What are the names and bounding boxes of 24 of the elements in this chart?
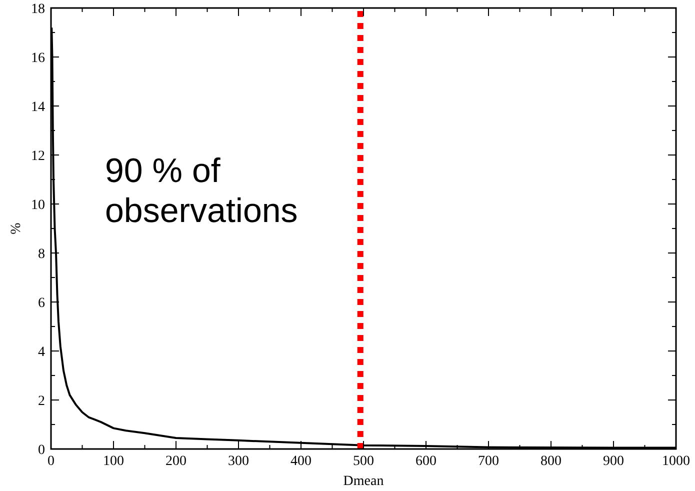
x-tick-label: 0	[48, 454, 54, 469]
x-tick-label: 100	[103, 454, 124, 469]
y-tick-label: 18	[31, 2, 45, 17]
y-tick-label: 10	[31, 198, 45, 213]
y-tick-label: 8	[38, 247, 45, 262]
x-tick-label: 900	[603, 454, 624, 469]
y-tick-label: 0	[38, 443, 45, 458]
x-tick-label: 700	[478, 454, 499, 469]
x-tick-label: 300	[228, 454, 249, 469]
x-axis-title: Dmean	[343, 474, 384, 489]
y-axis-title: %	[9, 222, 24, 234]
x-tick-label: 500	[353, 454, 374, 469]
annotation: 90 % of observations	[105, 152, 298, 230]
x-tick-label: 400	[290, 454, 312, 469]
y-tick-label: 16	[31, 51, 45, 66]
y-tick-label: 14	[31, 100, 45, 115]
y-tick-label: 12	[31, 149, 45, 164]
y-tick-label: 4	[38, 345, 45, 360]
x-tick-label: 200	[166, 454, 186, 469]
x-tick-label: 1000	[662, 454, 690, 469]
x-tick-label: 600	[416, 454, 436, 469]
x-tick-label: 800	[540, 454, 562, 469]
y-tick-label: 6	[38, 296, 45, 311]
y-tick-label: 2	[38, 394, 45, 409]
